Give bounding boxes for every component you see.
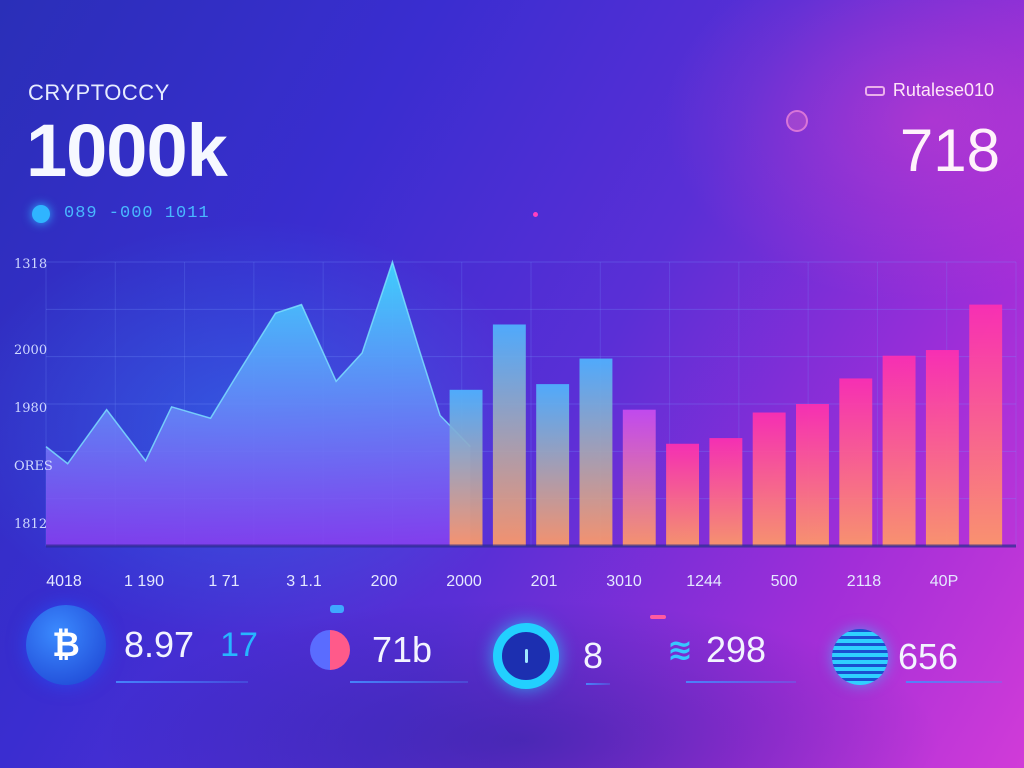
half-coin-icon — [310, 630, 350, 670]
bar — [492, 324, 526, 546]
x-tick-label: 40P — [930, 573, 958, 590]
stat-third[interactable]: 8 — [493, 623, 603, 689]
total-value: 1000k — [26, 109, 228, 192]
bar — [796, 404, 829, 546]
area-series-line — [45, 259, 471, 465]
ring-gauge-icon — [493, 623, 559, 689]
x-tick-label: 2000 — [446, 573, 482, 590]
status-dot-icon — [32, 204, 50, 223]
bar — [666, 443, 700, 546]
underline — [906, 681, 1002, 683]
x-tick-label: 1 71 — [208, 573, 239, 590]
area-series-fill — [46, 262, 471, 546]
x-tick-label: 4018 — [46, 573, 82, 590]
x-tick-label: 3010 — [606, 573, 642, 590]
bar — [969, 304, 1003, 546]
bar — [925, 350, 959, 546]
underline — [686, 681, 796, 683]
stat-second[interactable]: 71b — [310, 629, 432, 671]
rate-label: Rutalese010 — [892, 80, 994, 100]
rate-value: 718 — [899, 117, 1000, 184]
y-tick-label: 2000 — [14, 343, 47, 358]
x-tick-label: 3 1.1 — [286, 573, 322, 590]
bar — [622, 409, 656, 546]
bar — [449, 389, 483, 546]
underline — [586, 683, 610, 685]
rate-header[interactable]: Rutalese010 — [864, 80, 994, 101]
stat-fifth[interactable]: 656 — [832, 629, 958, 685]
accent-pill — [330, 605, 344, 613]
stat-bitcoin[interactable]: ₿ 8.97 17 — [26, 605, 258, 685]
bar — [839, 378, 873, 546]
bar — [882, 355, 916, 546]
y-tick-label: 1318 — [14, 257, 47, 272]
stats-row: ₿ 8.97 17 71b 8 ≋ 298 656 — [0, 605, 1024, 715]
price-chart[interactable]: 1318 2000 1980 ORES 1812 4018 1 190 1 71 3 1.1 20… — [0, 250, 1024, 595]
x-tick-label: 200 — [371, 573, 398, 590]
underline — [350, 681, 468, 683]
coin-marker-icon — [786, 110, 808, 132]
sub-metric-row: 089 -000 1011 — [32, 204, 210, 223]
stack-coin-icon — [832, 629, 888, 685]
bar — [709, 438, 743, 546]
stat-change: 17 — [220, 625, 258, 664]
bar — [536, 384, 570, 546]
x-tick-label: 201 — [531, 573, 558, 590]
stat-value: 8 — [583, 635, 604, 676]
stat-fourth[interactable]: ≋ 298 — [660, 629, 766, 671]
stat-value: 71b — [372, 629, 433, 670]
app-title: CRYPTOCCY — [28, 80, 170, 105]
y-tick-label: 1812 — [14, 517, 47, 532]
bitcoin-icon: ₿ — [26, 605, 106, 685]
underline — [116, 681, 248, 683]
sub-metric-text: 089 -000 1011 — [64, 204, 210, 223]
bar — [579, 358, 613, 546]
y-tick-label: 1980 — [14, 401, 47, 416]
stat-value: 656 — [898, 636, 959, 677]
x-tick-label: 1 190 — [124, 573, 164, 590]
indicator-dot — [533, 212, 538, 217]
x-tick-label: 2118 — [847, 573, 882, 590]
bar — [752, 412, 786, 546]
stat-value: 8.97 — [124, 624, 195, 665]
card-icon — [864, 85, 885, 96]
x-tick-label: 500 — [771, 573, 798, 590]
wave-icon: ≋ — [667, 632, 693, 668]
y-tick-label: ORES — [14, 459, 53, 474]
accent-pill — [650, 615, 666, 619]
x-tick-label: 1244 — [686, 573, 722, 590]
stat-value: 298 — [706, 629, 767, 670]
